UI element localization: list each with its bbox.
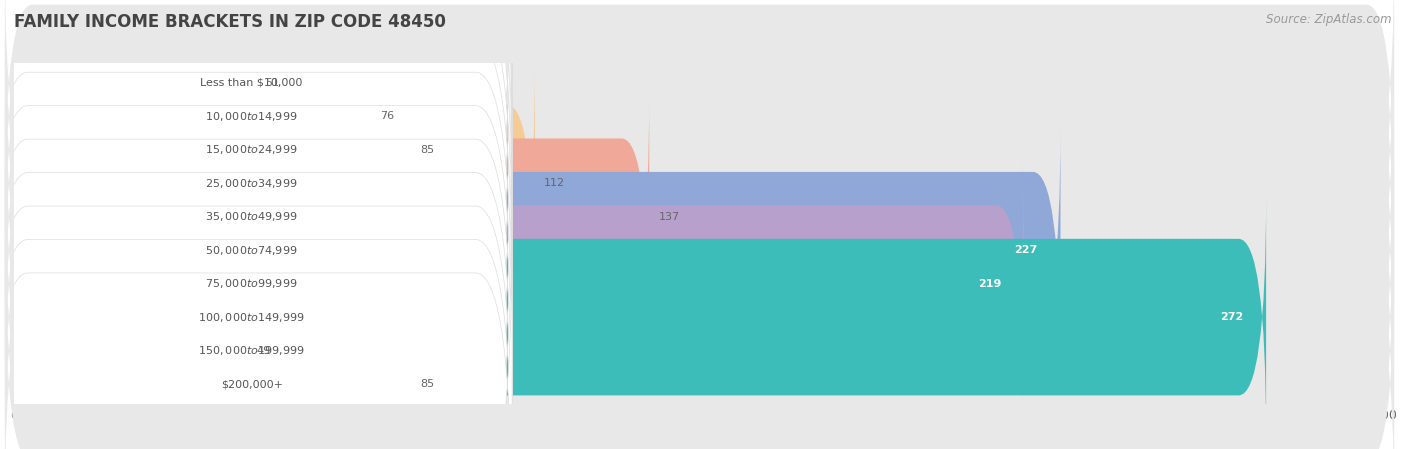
Text: $75,000 to $99,999: $75,000 to $99,999	[205, 277, 298, 290]
FancyBboxPatch shape	[4, 161, 1395, 406]
FancyBboxPatch shape	[4, 0, 371, 239]
FancyBboxPatch shape	[0, 27, 512, 340]
Text: 272: 272	[1220, 312, 1243, 322]
Text: 49: 49	[256, 346, 270, 356]
Text: 76: 76	[380, 111, 394, 121]
FancyBboxPatch shape	[4, 94, 1395, 339]
Text: $15,000 to $24,999: $15,000 to $24,999	[205, 143, 298, 156]
FancyBboxPatch shape	[4, 61, 536, 306]
Text: FAMILY INCOME BRACKETS IN ZIP CODE 48450: FAMILY INCOME BRACKETS IN ZIP CODE 48450	[14, 13, 446, 31]
FancyBboxPatch shape	[0, 161, 512, 449]
FancyBboxPatch shape	[4, 128, 1395, 373]
FancyBboxPatch shape	[0, 60, 512, 373]
FancyBboxPatch shape	[14, 66, 1385, 100]
FancyBboxPatch shape	[4, 262, 1395, 449]
FancyBboxPatch shape	[14, 200, 1385, 233]
FancyBboxPatch shape	[0, 0, 512, 239]
Text: 85: 85	[420, 145, 434, 155]
FancyBboxPatch shape	[0, 127, 512, 440]
Text: 85: 85	[420, 379, 434, 389]
FancyBboxPatch shape	[14, 133, 1385, 167]
FancyBboxPatch shape	[4, 195, 1395, 440]
FancyBboxPatch shape	[14, 233, 1385, 267]
FancyBboxPatch shape	[4, 195, 1267, 440]
FancyBboxPatch shape	[14, 167, 1385, 200]
Text: 219: 219	[977, 279, 1001, 289]
FancyBboxPatch shape	[4, 262, 412, 449]
Text: $100,000 to $149,999: $100,000 to $149,999	[198, 311, 305, 324]
FancyBboxPatch shape	[4, 27, 412, 272]
FancyBboxPatch shape	[14, 367, 1385, 401]
FancyBboxPatch shape	[4, 128, 1060, 373]
FancyBboxPatch shape	[0, 194, 512, 449]
FancyBboxPatch shape	[0, 0, 512, 306]
FancyBboxPatch shape	[14, 267, 1385, 300]
FancyBboxPatch shape	[0, 228, 512, 449]
FancyBboxPatch shape	[4, 0, 1395, 205]
Text: $50,000 to $74,999: $50,000 to $74,999	[205, 244, 298, 257]
FancyBboxPatch shape	[14, 334, 1385, 367]
FancyBboxPatch shape	[0, 0, 512, 273]
Text: 112: 112	[544, 178, 565, 188]
FancyBboxPatch shape	[4, 161, 1024, 406]
FancyBboxPatch shape	[4, 61, 1395, 306]
Text: 137: 137	[658, 212, 679, 222]
Text: $150,000 to $199,999: $150,000 to $199,999	[198, 344, 305, 357]
FancyBboxPatch shape	[4, 0, 1395, 239]
FancyBboxPatch shape	[14, 300, 1385, 334]
Text: $25,000 to $34,999: $25,000 to $34,999	[205, 177, 298, 190]
FancyBboxPatch shape	[4, 228, 1395, 449]
FancyBboxPatch shape	[4, 27, 1395, 272]
FancyBboxPatch shape	[0, 94, 512, 407]
FancyBboxPatch shape	[4, 94, 650, 339]
Text: Less than $10,000: Less than $10,000	[201, 78, 302, 88]
FancyBboxPatch shape	[14, 100, 1385, 133]
Text: $200,000+: $200,000+	[221, 379, 283, 389]
FancyBboxPatch shape	[4, 228, 247, 449]
FancyBboxPatch shape	[4, 0, 256, 205]
Text: $10,000 to $14,999: $10,000 to $14,999	[205, 110, 298, 123]
Text: 51: 51	[266, 78, 280, 88]
Text: $35,000 to $49,999: $35,000 to $49,999	[205, 210, 298, 223]
Text: 227: 227	[1014, 245, 1038, 255]
Text: Source: ZipAtlas.com: Source: ZipAtlas.com	[1267, 13, 1392, 26]
